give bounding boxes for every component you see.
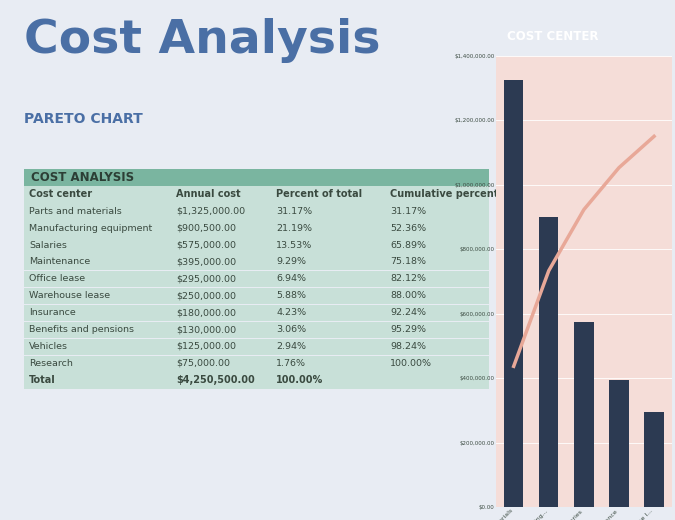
Text: 13.53%: 13.53% bbox=[276, 241, 313, 250]
Text: Insurance: Insurance bbox=[29, 308, 76, 317]
Bar bbox=[24, 321, 489, 338]
Bar bbox=[504, 80, 523, 507]
Text: 82.12%: 82.12% bbox=[390, 275, 426, 283]
Bar bbox=[24, 253, 489, 254]
Text: 2.94%: 2.94% bbox=[276, 342, 306, 351]
Bar bbox=[610, 380, 628, 507]
Text: Maintenance: Maintenance bbox=[29, 257, 90, 266]
Bar bbox=[24, 169, 489, 186]
Text: Annual cost: Annual cost bbox=[176, 189, 240, 199]
Text: 31.17%: 31.17% bbox=[390, 207, 427, 216]
Bar bbox=[24, 355, 489, 372]
Text: 75.18%: 75.18% bbox=[390, 257, 426, 266]
Text: 21.19%: 21.19% bbox=[276, 224, 312, 232]
Bar bbox=[24, 270, 489, 287]
Text: 88.00%: 88.00% bbox=[390, 291, 426, 300]
Bar bbox=[24, 287, 489, 304]
Text: $130,000.00: $130,000.00 bbox=[176, 325, 236, 334]
Text: Cost center: Cost center bbox=[29, 189, 92, 199]
Text: 3.06%: 3.06% bbox=[276, 325, 306, 334]
Bar bbox=[24, 270, 489, 271]
Text: Warehouse lease: Warehouse lease bbox=[29, 291, 110, 300]
Text: 65.89%: 65.89% bbox=[390, 241, 426, 250]
Text: $395,000.00: $395,000.00 bbox=[176, 257, 236, 266]
Text: $900,500.00: $900,500.00 bbox=[176, 224, 236, 232]
Bar bbox=[24, 186, 489, 203]
Text: PARETO CHART: PARETO CHART bbox=[24, 112, 142, 126]
Bar bbox=[24, 304, 489, 321]
Text: Cost Analysis: Cost Analysis bbox=[24, 18, 380, 63]
Text: Benefits and pensions: Benefits and pensions bbox=[29, 325, 134, 334]
Text: 92.24%: 92.24% bbox=[390, 308, 426, 317]
Bar bbox=[24, 219, 489, 237]
Text: 9.29%: 9.29% bbox=[276, 257, 306, 266]
Bar bbox=[574, 321, 593, 507]
Text: $75,000.00: $75,000.00 bbox=[176, 359, 230, 368]
Text: COST CENTER: COST CENTER bbox=[507, 30, 598, 43]
Text: 4.23%: 4.23% bbox=[276, 308, 306, 317]
Text: Research: Research bbox=[29, 359, 73, 368]
Text: Vehicles: Vehicles bbox=[29, 342, 68, 351]
Text: Office lease: Office lease bbox=[29, 275, 85, 283]
Text: $1,325,000.00: $1,325,000.00 bbox=[176, 207, 245, 216]
Text: $4,250,500.00: $4,250,500.00 bbox=[176, 375, 254, 385]
Text: 5.88%: 5.88% bbox=[276, 291, 306, 300]
Text: $250,000.00: $250,000.00 bbox=[176, 291, 236, 300]
Text: $295,000.00: $295,000.00 bbox=[176, 275, 236, 283]
Bar bbox=[539, 217, 558, 507]
Text: Salaries: Salaries bbox=[29, 241, 67, 250]
Text: 52.36%: 52.36% bbox=[390, 224, 427, 232]
Text: Total: Total bbox=[29, 375, 56, 385]
Bar bbox=[24, 355, 489, 356]
Text: 31.17%: 31.17% bbox=[276, 207, 312, 216]
Text: Manufacturing equipment: Manufacturing equipment bbox=[29, 224, 153, 232]
Text: 100.00%: 100.00% bbox=[390, 359, 432, 368]
Text: $575,000.00: $575,000.00 bbox=[176, 241, 236, 250]
Bar bbox=[24, 253, 489, 270]
Text: Parts and materials: Parts and materials bbox=[29, 207, 122, 216]
Bar bbox=[24, 203, 489, 220]
Text: 6.94%: 6.94% bbox=[276, 275, 306, 283]
Text: COST ANALYSIS: COST ANALYSIS bbox=[30, 171, 134, 184]
Text: Cumulative percent: Cumulative percent bbox=[390, 189, 499, 199]
Bar bbox=[645, 412, 664, 507]
Bar bbox=[24, 287, 489, 288]
Text: 100.00%: 100.00% bbox=[276, 375, 323, 385]
Text: $180,000.00: $180,000.00 bbox=[176, 308, 236, 317]
Bar bbox=[24, 237, 489, 253]
Text: 95.29%: 95.29% bbox=[390, 325, 426, 334]
Text: 1.76%: 1.76% bbox=[276, 359, 306, 368]
Text: 98.24%: 98.24% bbox=[390, 342, 426, 351]
Bar bbox=[24, 304, 489, 305]
Bar bbox=[24, 321, 489, 322]
Bar bbox=[24, 338, 489, 339]
Text: $125,000.00: $125,000.00 bbox=[176, 342, 236, 351]
Text: Percent of total: Percent of total bbox=[276, 189, 362, 199]
Bar bbox=[24, 338, 489, 355]
Bar bbox=[24, 372, 489, 389]
